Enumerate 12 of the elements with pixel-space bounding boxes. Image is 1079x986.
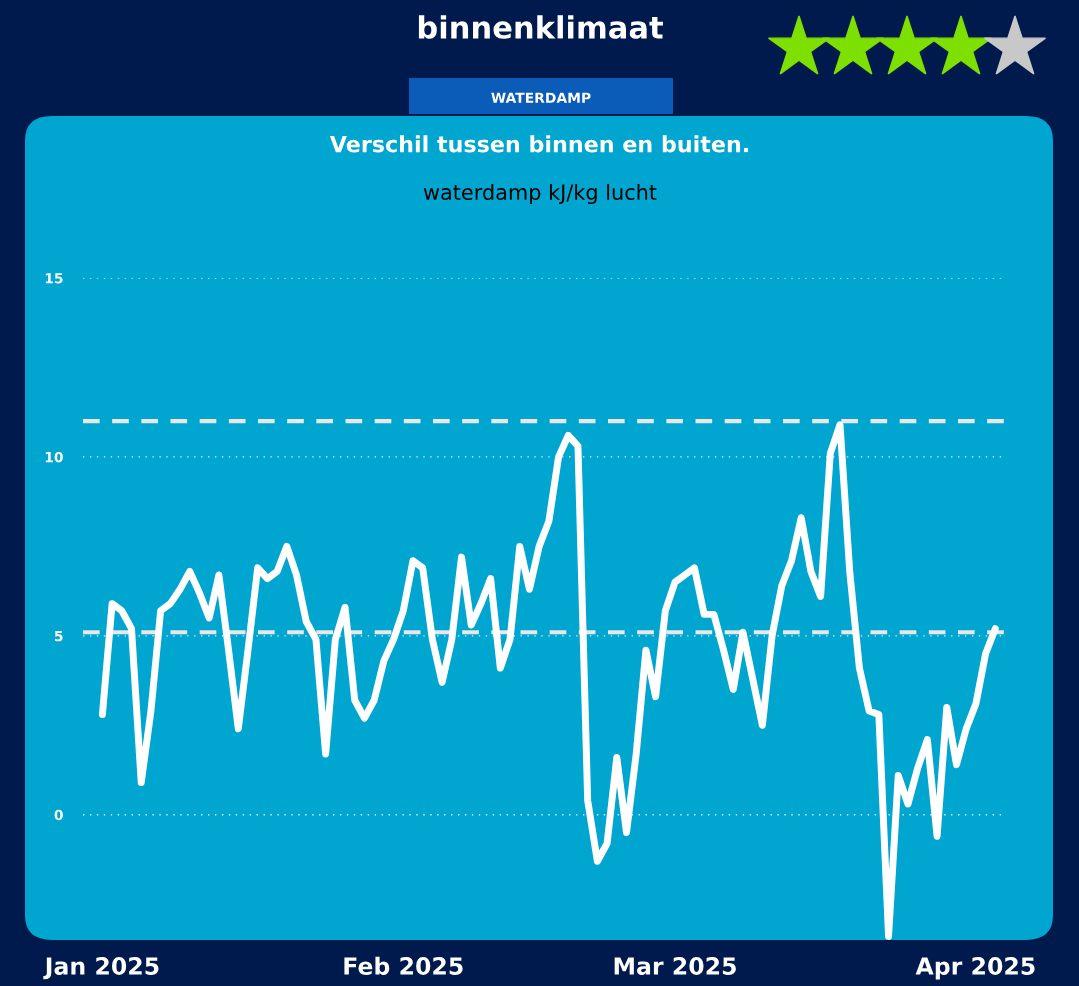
x-tick-label: Apr 2025 bbox=[915, 957, 1035, 980]
y-axis-title: waterdamp kJ/kg lucht bbox=[423, 183, 657, 205]
chart-subtitle: Verschil tussen binnen en buiten. bbox=[329, 135, 748, 153]
text: WATERDAMP bbox=[491, 92, 591, 103]
y-tick-label: 0 bbox=[54, 809, 63, 821]
y-tick-label: 5 bbox=[54, 630, 63, 642]
x-tick-label: Mar 2025 bbox=[614, 957, 736, 975]
x-tick-label: Jan 2025 bbox=[43, 957, 159, 980]
x-tick-label: Feb 2025 bbox=[344, 956, 463, 975]
y-tick-label: 10 bbox=[45, 451, 63, 463]
chart-title: binnenklimaat bbox=[418, 15, 663, 39]
y-tick-label: 15 bbox=[45, 273, 63, 284]
